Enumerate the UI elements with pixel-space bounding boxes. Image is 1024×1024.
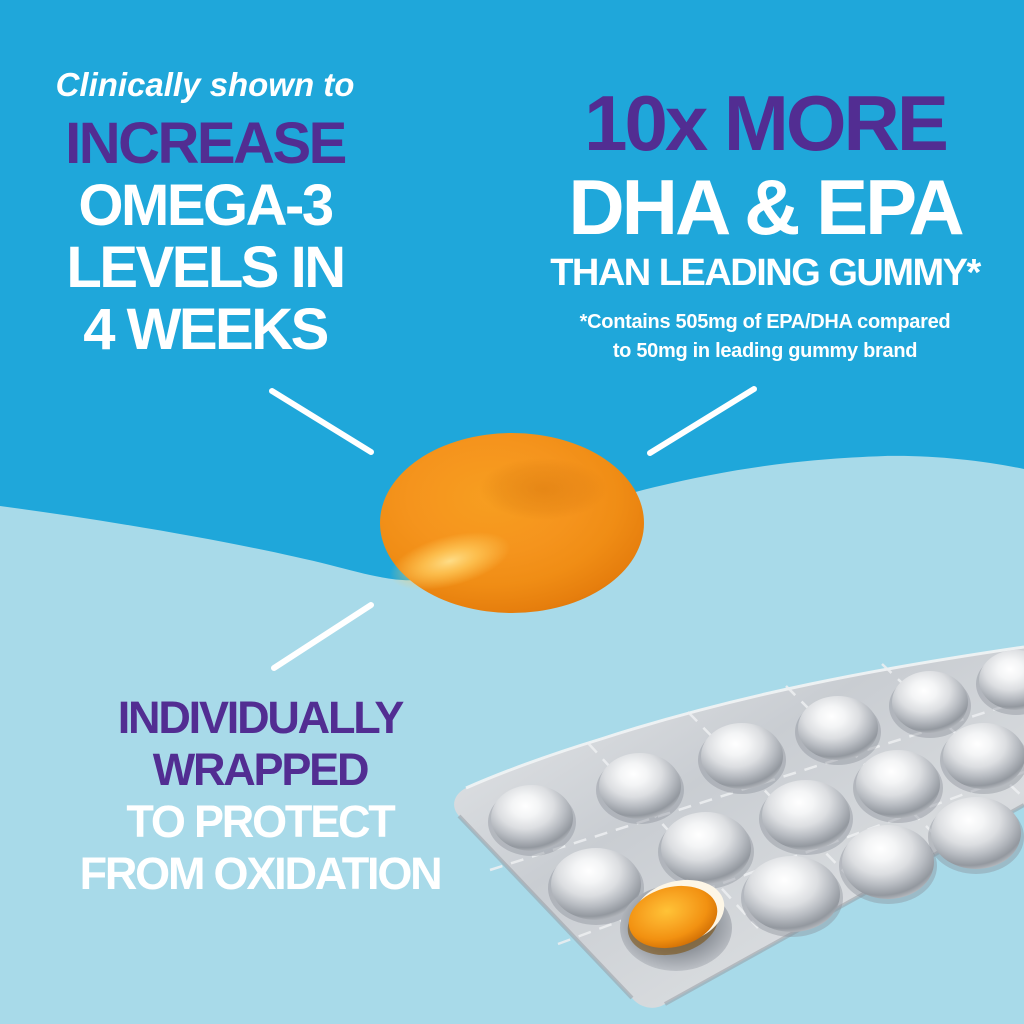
- claim-to-protect-line: TO PROTECT: [126, 796, 395, 847]
- claim-10x-more-line: 10x MORE: [584, 79, 949, 167]
- opened-blister-gummy: [620, 879, 732, 971]
- callout-line-top-right: [647, 386, 757, 456]
- callout-line-bottom-left: [271, 602, 374, 671]
- blister-domes: [488, 650, 1024, 937]
- claim-levels-line: LEVELS IN: [66, 235, 346, 300]
- top-wave-background: [0, 0, 1024, 581]
- claim-intro-text: Clinically shown to: [55, 66, 355, 103]
- disclaimer-text: *Contains 505mg of EPA/DHA compared to 5…: [545, 308, 985, 366]
- claim-wrapped-line: WRAPPED: [152, 744, 370, 795]
- claim-from-oxidation-line: FROM OXIDATION: [79, 848, 443, 899]
- claim-increase-line: INCREASE: [65, 111, 347, 176]
- claim-top-right: 10x MORE DHA & EPA THAN LEADING GUMMY* *…: [545, 80, 985, 366]
- gummy-image: [380, 433, 644, 613]
- claim-dha-epa-line: DHA & EPA: [568, 163, 964, 251]
- claim-individually-line: INDIVIDUALLY: [117, 692, 405, 743]
- disclaimer-line-1: *Contains 505mg of EPA/DHA compared: [579, 311, 951, 333]
- disclaimer-line-2: to 50mg in leading gummy brand: [612, 340, 918, 362]
- claim-weeks-line: 4 WEEKS: [83, 297, 329, 362]
- blister-pack-image: [454, 645, 1024, 1008]
- claim-top-left: Clinically shown to INCREASE OMEGA-3 LEV…: [25, 66, 385, 361]
- claim-bottom-left: INDIVIDUALLY WRAPPED TO PROTECT FROM OXI…: [70, 692, 450, 900]
- claim-omega3-line: OMEGA-3: [78, 173, 334, 238]
- claim-than-leading-gummy-line: THAN LEADING GUMMY*: [550, 252, 981, 294]
- callout-line-top-left: [269, 388, 374, 455]
